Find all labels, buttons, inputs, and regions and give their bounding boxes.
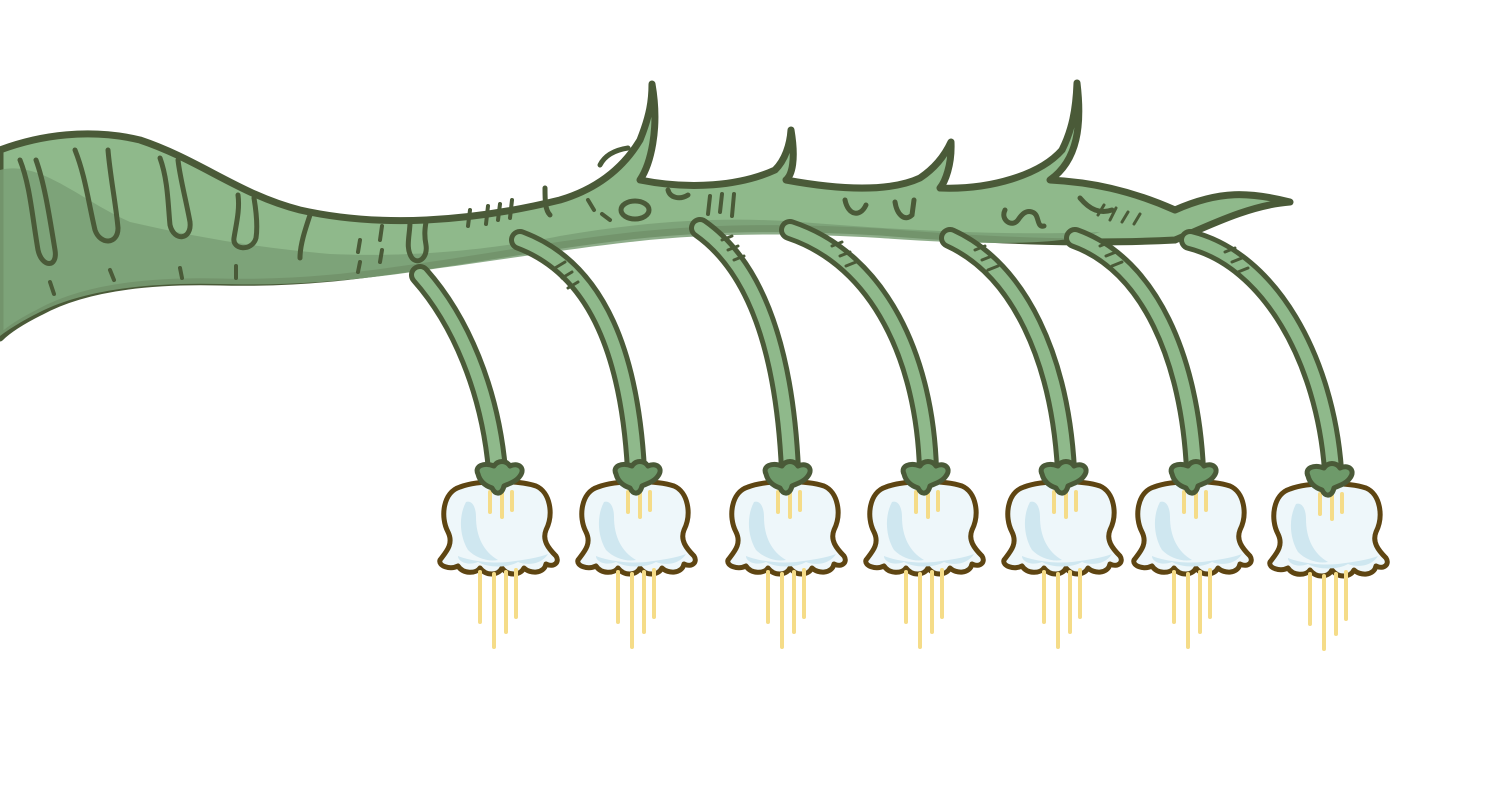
bell-3: [728, 462, 845, 648]
branch-texture: [17, 145, 1142, 296]
branch: [0, 79, 1294, 342]
bell-7: [1270, 464, 1387, 650]
bells: [440, 462, 1387, 650]
stems: [409, 217, 1344, 481]
bell-4: [866, 462, 983, 648]
bell-5: [1004, 462, 1121, 648]
bell-6: [1134, 462, 1251, 648]
bell-2: [578, 462, 695, 648]
bell-1: [440, 462, 557, 648]
